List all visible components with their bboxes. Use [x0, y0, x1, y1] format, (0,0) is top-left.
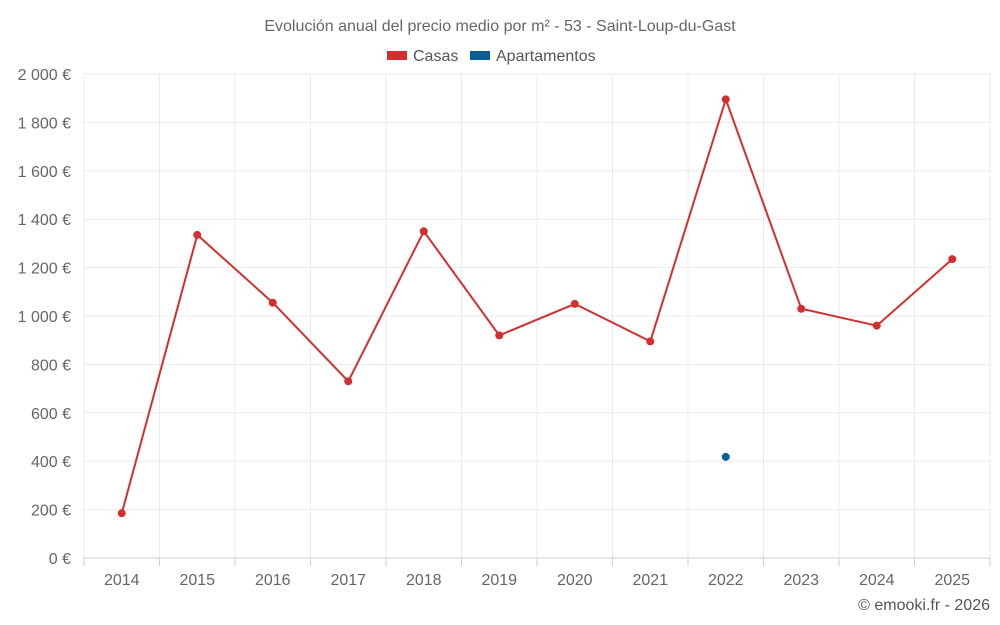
y-tick-label: 200 € [31, 503, 71, 520]
x-tick-label: 2017 [330, 572, 366, 589]
y-tick-label: 1 600 € [18, 164, 71, 181]
data-point-apartamentos[interactable] [721, 452, 730, 461]
x-tick-label: 2025 [934, 572, 970, 589]
grid [83, 73, 991, 558]
data-point-casas[interactable] [344, 377, 353, 386]
y-tick-label: 1 000 € [18, 309, 71, 326]
data-point-casas[interactable] [495, 331, 504, 340]
chart-title: Evolución anual del precio medio por m² … [264, 18, 736, 35]
data-point-casas[interactable] [570, 299, 579, 308]
data-point-casas[interactable] [721, 95, 730, 104]
series-line-casas [120, 98, 953, 514]
y-tick-label: 400 € [31, 454, 71, 471]
credit-text: © emooki.fr - 2026 [858, 597, 990, 614]
data-point-casas[interactable] [268, 298, 277, 307]
data-point-casas[interactable] [948, 255, 957, 264]
y-axis-ticks: 0 € 200 € 400 € 600 € 800 € 1 000 € 1 200 € 1 4… [18, 67, 71, 568]
x-tick-label: 2016 [255, 572, 291, 589]
legend[interactable]: Casas Apartamentos [387, 48, 596, 65]
data-point-casas[interactable] [872, 321, 881, 330]
x-tick-label: 2015 [179, 572, 215, 589]
data-point-casas[interactable] [419, 227, 428, 236]
legend-swatch-apartamentos[interactable] [470, 51, 490, 60]
x-tick-label: 2020 [557, 572, 593, 589]
x-tick-label: 2019 [481, 572, 517, 589]
series [117, 95, 957, 518]
x-tick-label: 2024 [859, 572, 895, 589]
y-tick-label: 1 400 € [18, 212, 71, 229]
y-tick-label: 800 € [31, 357, 71, 374]
y-tick-label: 1 800 € [18, 115, 71, 132]
data-point-casas[interactable] [193, 230, 202, 239]
axes [83, 557, 991, 566]
legend-label-apartamentos[interactable]: Apartamentos [496, 48, 596, 65]
x-axis-ticks: 2014 2015 2016 2017 2018 2019 2020 2021 2022 2023… [104, 572, 970, 589]
data-point-casas[interactable] [797, 304, 806, 313]
y-tick-label: 1 200 € [18, 261, 71, 278]
x-tick-label: 2023 [783, 572, 819, 589]
x-tick-label: 2022 [708, 572, 744, 589]
data-point-casas[interactable] [117, 509, 126, 518]
x-tick-label: 2014 [104, 572, 140, 589]
y-tick-label: 0 € [49, 551, 71, 568]
y-tick-label: 2 000 € [18, 67, 71, 84]
y-tick-label: 600 € [31, 406, 71, 423]
data-point-casas[interactable] [646, 337, 655, 346]
legend-swatch-casas[interactable] [387, 51, 407, 60]
x-tick-label: 2021 [632, 572, 668, 589]
legend-label-casas[interactable]: Casas [413, 48, 458, 65]
x-tick-label: 2018 [406, 572, 442, 589]
